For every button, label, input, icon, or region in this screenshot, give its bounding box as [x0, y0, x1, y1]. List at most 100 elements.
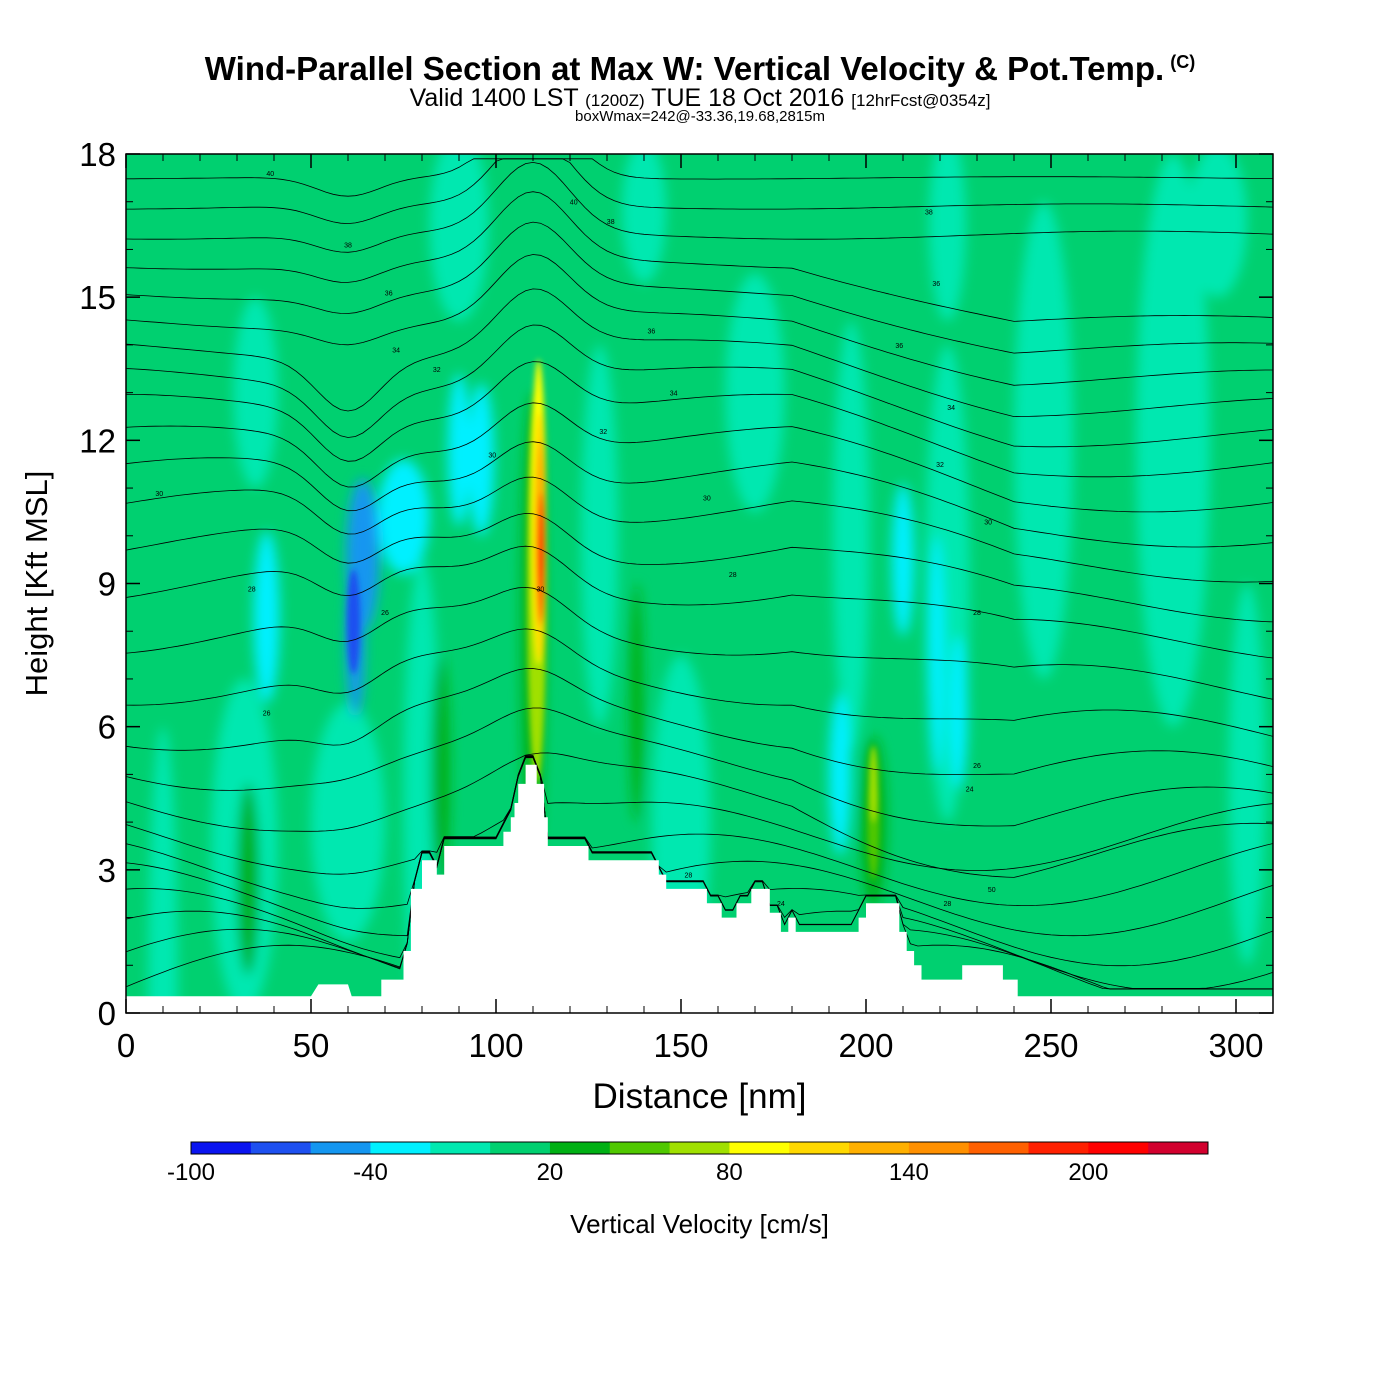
- velocity-cell: [891, 483, 915, 636]
- isentrope-label: 36: [895, 343, 903, 350]
- isentrope-line: [126, 402, 1273, 513]
- x-tick-label: 100: [468, 1027, 523, 1064]
- colorbar-swatch: [729, 1142, 790, 1154]
- isentrope-label: 34: [392, 348, 400, 355]
- colorbar-tick-label: -40: [353, 1159, 388, 1186]
- velocity-cell: [429, 154, 489, 321]
- box-wmax-info: boxWmax=242@-33.36,19.68,2815m: [575, 108, 825, 125]
- plot-area: 40 40 38 38 38 36 36 36 34 32 36 34 34 32 30 32 30 30 30 28…: [126, 154, 1273, 1013]
- isentrope-label: 30: [537, 586, 545, 593]
- colorbar-label: Vertical Velocity [cm/s]: [570, 1209, 829, 1239]
- velocity-field: [148, 154, 1266, 1013]
- velocity-cell: [468, 383, 495, 536]
- isentrope-label: 30: [155, 491, 163, 498]
- x-tick-label: 200: [838, 1027, 893, 1064]
- valid-time: Valid 1400 LST: [409, 84, 579, 112]
- x-tick-label: 300: [1208, 1027, 1263, 1064]
- velocity-cell: [539, 492, 544, 579]
- isentrope-line: [126, 512, 1273, 623]
- isentrope-line: [126, 288, 1273, 418]
- isentrope-label: 30: [703, 496, 711, 503]
- colorbar-swatch: [1088, 1142, 1149, 1154]
- velocity-cell: [868, 745, 878, 823]
- isentrope-line: [126, 476, 1273, 583]
- velocity-cell: [233, 297, 278, 489]
- isentrope-label: 40: [570, 200, 578, 207]
- copyright-mark: (C): [1170, 52, 1196, 72]
- colorbar-swatch: [370, 1142, 431, 1154]
- velocity-cell: [253, 531, 280, 703]
- isentrope-label: 36: [648, 329, 656, 336]
- colorbar-swatch: [609, 1142, 671, 1154]
- isentrope-label: 38: [344, 243, 352, 250]
- velocity-cell: [346, 569, 361, 675]
- x-tick-label: 150: [653, 1027, 708, 1064]
- forecast-info: [12hrFcst@0354z]: [851, 91, 991, 110]
- velocity-cell: [629, 583, 644, 823]
- isentrope-line: [126, 752, 1273, 878]
- velocity-cell: [148, 726, 178, 1013]
- isentrope-line: [126, 254, 1273, 386]
- y-tick-label: 0: [98, 995, 116, 1032]
- chart-subtitle: Valid 1400 LST (1200Z) TUE 18 Oct 2016 […: [0, 84, 1400, 113]
- isentrope-line: [126, 668, 1273, 775]
- velocity-cell: [621, 154, 667, 283]
- colorbar-swatch: [490, 1142, 551, 1154]
- isentrope-label: 24: [777, 901, 785, 908]
- colorbar-swatch: [849, 1142, 910, 1154]
- isentrope-label: 32: [599, 429, 607, 436]
- x-tick-label: 50: [293, 1027, 330, 1064]
- velocity-cell: [237, 783, 260, 975]
- x-tick-label: 0: [117, 1027, 135, 1064]
- y-tick-label: 9: [98, 566, 116, 603]
- colorbar-swatch: [310, 1142, 371, 1154]
- velocity-cell: [928, 154, 966, 321]
- isentrope-label: 32: [936, 462, 944, 469]
- colorbar-swatch: [908, 1142, 970, 1154]
- isentrope-label: 40: [266, 171, 274, 178]
- isentrope-label: 24: [966, 787, 974, 794]
- colorbar: -100 -40 20 80 140 200 Vertical Velocity [cm/s…: [167, 1141, 1209, 1239]
- isentrope-label: 32: [433, 367, 441, 374]
- colorbar-swatch: [669, 1142, 730, 1154]
- velocity-cell: [725, 273, 785, 512]
- isentrope-line: [126, 586, 1273, 700]
- isentrope-line: [126, 221, 1273, 354]
- colorbar-tick-label: -100: [167, 1159, 215, 1186]
- isentrope-label: 38: [607, 219, 615, 226]
- isentrope-label: 26: [263, 710, 271, 717]
- isentrope-line: [126, 191, 1273, 322]
- y-tick-label: 12: [79, 422, 116, 459]
- isentrope-label: 26: [381, 610, 389, 617]
- valid-date: TUE 18 Oct 2016: [651, 84, 845, 112]
- velocity-cell: [1187, 154, 1248, 298]
- isentrope-line: [126, 158, 1273, 225]
- isentrope-line: [126, 707, 1273, 827]
- x-axis-label: Distance [nm]: [593, 1077, 807, 1116]
- x-tick-label: 250: [1023, 1027, 1078, 1064]
- isentrope-label: 30: [984, 519, 992, 526]
- isentrope-line: [126, 755, 1273, 875]
- isentrope-label: 34: [670, 391, 678, 398]
- velocity-cell: [447, 373, 471, 527]
- isentrope-label: 28: [248, 586, 256, 593]
- velocity-cell: [581, 344, 619, 727]
- isentrope-label: 50: [988, 887, 996, 894]
- velocity-cell: [949, 635, 968, 789]
- colorbar-swatch: [250, 1142, 312, 1154]
- colorbar-swatch: [968, 1142, 1030, 1154]
- isentrope-label: 36: [385, 290, 393, 297]
- velocity-cell: [1228, 583, 1266, 966]
- velocity-cell: [928, 535, 945, 775]
- colorbar-tick-label: 80: [716, 1159, 743, 1186]
- colorbar-swatch: [1028, 1142, 1089, 1154]
- isentrope-line: [126, 756, 1273, 967]
- isentrope-label: 36: [932, 281, 940, 288]
- y-tick-label: 3: [98, 852, 116, 889]
- chart-title: Wind-Parallel Section at Max W: Vertical…: [0, 50, 1400, 88]
- isentrope-line: [126, 161, 1273, 253]
- isentrope-line: [126, 441, 1273, 548]
- contour-labels: 40 40 38 38 38 36 36 36 34 32 36 34 34 32 30 32 30 30 30 28…: [155, 171, 995, 908]
